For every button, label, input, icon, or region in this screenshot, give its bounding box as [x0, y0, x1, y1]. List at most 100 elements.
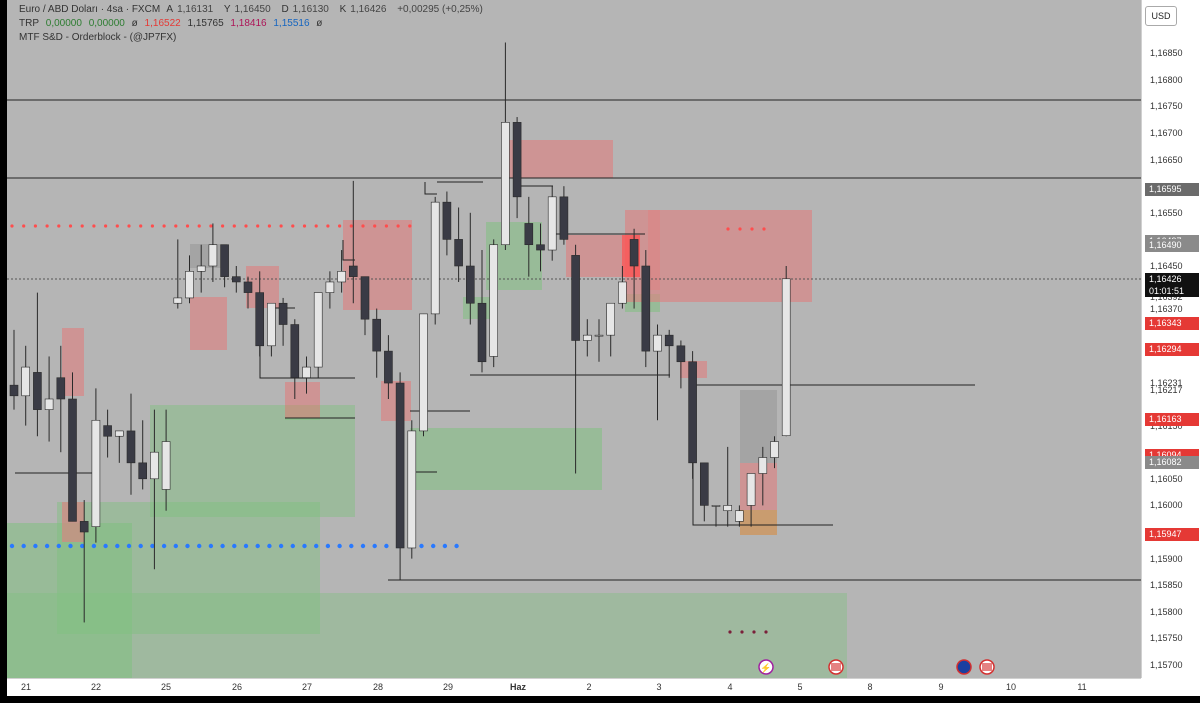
candle-body — [372, 318, 382, 352]
demand-zone — [7, 523, 132, 678]
candle-body — [384, 350, 393, 384]
candle — [653, 324, 662, 421]
blue-dot — [80, 543, 85, 549]
candle — [688, 351, 697, 479]
price-label: 1,16450 — [1150, 261, 1183, 271]
blue-dot — [161, 543, 167, 549]
lightning-icon[interactable] — [758, 659, 774, 675]
maroon-dot — [740, 630, 744, 634]
current-price: 1,16426 — [1149, 273, 1182, 284]
lightning-icon-glyph: ⚡ — [760, 662, 771, 674]
blue-dot — [173, 543, 178, 549]
candle — [536, 223, 545, 272]
candle — [302, 356, 311, 394]
candle-body — [676, 345, 686, 363]
time-label: 21 — [20, 682, 32, 692]
trp-name[interactable]: TRP — [19, 18, 39, 29]
candle-body — [360, 276, 370, 320]
blue-dot — [208, 543, 214, 549]
candle-body — [267, 302, 276, 347]
candle — [407, 420, 417, 559]
indicator-legend[interactable]: MTF S&D - Orderblock - (@JP7FX) — [19, 32, 180, 43]
trp-symbol: ø — [316, 18, 323, 29]
candle-body — [33, 372, 42, 410]
blue-dot — [302, 543, 307, 549]
price-tag: 1,15947 — [1145, 527, 1199, 541]
indicator-name[interactable]: MTF S&D - Orderblock - (@JP7FX) — [19, 32, 177, 43]
price-label: 1,15750 — [1150, 633, 1183, 644]
red-dot — [68, 224, 73, 228]
candle-body — [477, 302, 487, 363]
red-dot — [726, 227, 730, 231]
candle — [56, 345, 66, 453]
supply-zone — [62, 328, 84, 396]
candle — [348, 180, 358, 304]
candle-body — [653, 334, 662, 352]
blue-dot — [314, 543, 319, 549]
blue-dot — [255, 543, 260, 549]
supply-zone — [285, 382, 320, 418]
candle-body — [243, 281, 253, 293]
candle-body — [430, 201, 440, 315]
trp-value: 1,15516 — [273, 18, 310, 29]
candle — [255, 271, 264, 357]
candle-body — [91, 419, 101, 527]
candle — [524, 196, 534, 277]
time-axis[interactable] — [7, 678, 1141, 696]
trp-value: 1,18416 — [230, 18, 267, 29]
candle — [150, 409, 159, 570]
currency-button[interactable]: USD — [1145, 6, 1177, 26]
candle-body — [185, 271, 194, 299]
trp-legend[interactable]: TRP 0,00000 0,00000 ø 1,16522 1,15765 1,… — [19, 18, 326, 29]
price-tag: 1,16595 — [1145, 182, 1199, 196]
candle-body — [781, 278, 791, 437]
trp-value: 1,16522 — [144, 18, 181, 29]
candle — [267, 302, 276, 357]
blue-dot — [138, 543, 143, 549]
supply-zone — [343, 220, 412, 310]
blue-dot — [278, 543, 284, 549]
red-dot — [197, 224, 201, 228]
chart-canvas[interactable]: ⚡ — [7, 0, 1141, 678]
price-label: 1,16217 — [1150, 384, 1183, 395]
candle-body — [103, 425, 112, 437]
blue-dot — [9, 543, 15, 549]
candle-body — [758, 457, 768, 474]
price-axis[interactable] — [1141, 0, 1200, 678]
chart-pane[interactable]: ⚡ Euro / ABD Doları · 4sa · FXCM A 1,1613… — [7, 0, 1141, 678]
candle — [185, 255, 194, 304]
price-label: 1,15850 — [1150, 580, 1183, 591]
candle-body — [688, 361, 697, 464]
demand-zone — [57, 502, 320, 634]
candle-body — [138, 462, 147, 480]
supply-zone — [740, 510, 777, 535]
time-label: 11 — [1077, 682, 1087, 692]
red-dot — [408, 224, 412, 228]
candle — [711, 505, 721, 527]
time-label: 9 — [938, 682, 944, 692]
eu-flag-icon[interactable] — [956, 659, 972, 675]
candle-body — [68, 398, 77, 522]
price-label: 1,16000 — [1150, 500, 1183, 511]
time-label: Haz — [509, 682, 527, 692]
candle — [360, 276, 370, 336]
price-label: 1,16392 — [1150, 291, 1183, 302]
symbol-title[interactable]: Euro / ABD Doları · 4sa · FXCM — [19, 4, 161, 15]
candle — [243, 276, 253, 309]
candle — [337, 250, 346, 293]
red-dot — [57, 224, 61, 228]
candle-body — [723, 505, 733, 512]
symbol-legend[interactable]: Euro / ABD Doları · 4sa · FXCM A 1,16131 … — [19, 4, 487, 15]
blue-dot — [126, 543, 132, 549]
candle — [699, 462, 709, 522]
blue-dot — [197, 543, 202, 549]
supply-zone — [648, 210, 660, 290]
candle — [79, 500, 89, 623]
price-label: 1,15700 — [1150, 660, 1183, 670]
price-tag: 1,16163 — [1145, 412, 1199, 426]
blue-dot — [431, 543, 436, 549]
candle-body — [594, 334, 604, 337]
candle — [9, 329, 19, 410]
demand-zone — [7, 593, 847, 678]
red-dot — [139, 224, 143, 228]
